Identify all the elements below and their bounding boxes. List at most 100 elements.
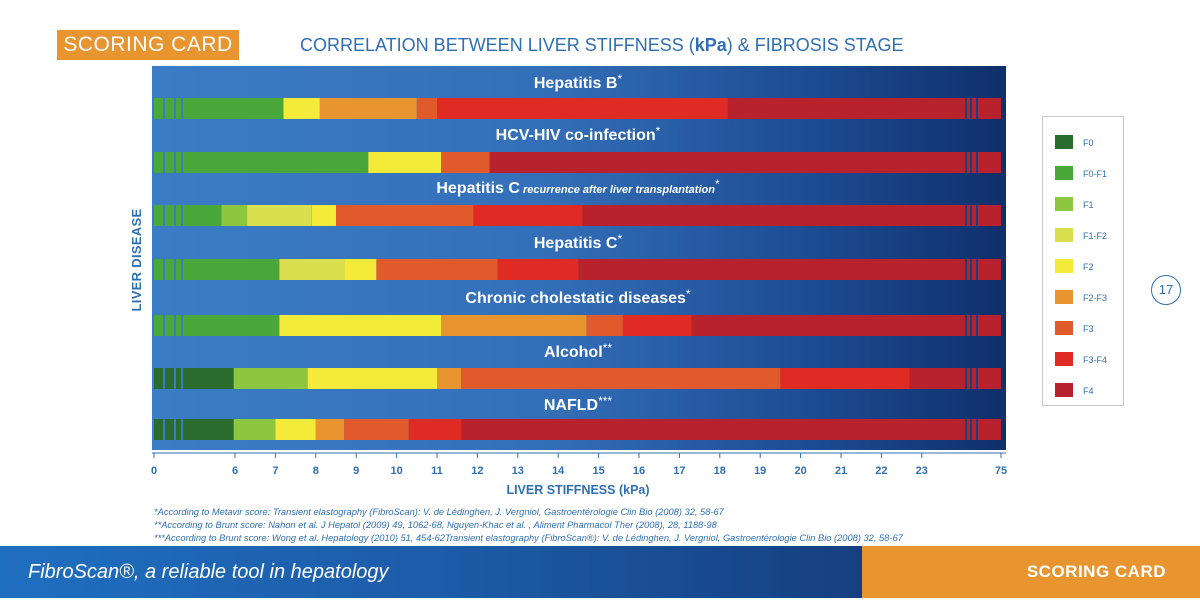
axis-break-mark	[970, 259, 972, 280]
bar-segment	[489, 152, 1001, 173]
x-tick-label: 15	[592, 465, 604, 477]
bar-segment	[344, 259, 377, 280]
bar-segment	[437, 98, 728, 119]
bar-segment	[582, 205, 1001, 226]
row-marker: *	[686, 287, 691, 301]
footer-banner: FibroScan®, a reliable tool in hepatolog…	[0, 546, 862, 598]
legend-label: F2-F3	[1083, 293, 1108, 303]
x-tick-label: 16	[633, 465, 645, 477]
axis-break-mark	[174, 259, 176, 280]
bar-segment	[441, 152, 490, 173]
row-title: Hepatitis B*	[534, 72, 623, 92]
bar-segment	[221, 205, 248, 226]
title-suffix: ) & FIBROSIS STAGE	[726, 35, 904, 55]
legend-swatch	[1055, 352, 1073, 366]
axis-break-mark	[965, 419, 967, 440]
row-name: Hepatitis C	[436, 180, 520, 197]
axis-break-mark	[174, 152, 176, 173]
legend-label: F3-F4	[1083, 355, 1108, 365]
bar-segment	[279, 259, 344, 280]
legend-swatch	[1055, 259, 1073, 273]
bar-segment	[154, 98, 284, 119]
legend-swatch	[1055, 290, 1073, 304]
axis-break-mark	[965, 368, 967, 389]
bar-segment	[247, 205, 312, 226]
bar-segment	[233, 368, 308, 389]
axis-break-mark	[976, 205, 978, 226]
legend-label: F1	[1083, 200, 1094, 210]
axis-break-mark	[976, 419, 978, 440]
row-title: Alcohol**	[544, 341, 612, 361]
axis-break-mark	[965, 315, 967, 336]
legend-swatch	[1055, 321, 1073, 335]
bar-segment	[279, 315, 441, 336]
legend-label: F3	[1083, 324, 1094, 334]
bar-segment	[315, 419, 345, 440]
row-title: Hepatitis C recurrence after liver trans…	[436, 177, 720, 197]
bar-segment	[416, 98, 437, 119]
legend-item: F3-F4	[1055, 352, 1121, 368]
legend-label: F2	[1083, 262, 1094, 272]
legend-item: F3	[1055, 321, 1121, 337]
x-tick-label: 17	[673, 465, 685, 477]
axis-break-mark	[174, 368, 176, 389]
bar-segment	[691, 315, 1001, 336]
bar-segment	[578, 259, 1001, 280]
x-tick-label: 11	[431, 465, 443, 477]
legend-item: F0	[1055, 135, 1121, 151]
row-name: Chronic cholestatic diseases	[465, 290, 686, 307]
axis-break-mark	[181, 98, 183, 119]
axis-break-mark	[976, 152, 978, 173]
legend-item: F2	[1055, 259, 1121, 275]
bar-segment	[283, 98, 320, 119]
chart-title: CORRELATION BETWEEN LIVER STIFFNESS (kPa…	[300, 34, 903, 56]
bar-segment	[408, 419, 462, 440]
plot-background	[152, 66, 1006, 450]
axis-break-mark	[181, 205, 183, 226]
x-tick-label: 7	[272, 465, 278, 477]
axis-break-mark	[163, 98, 165, 119]
axis-break-mark	[174, 315, 176, 336]
row-name: Alcohol	[544, 344, 603, 361]
bar-segment	[622, 315, 692, 336]
fibrosis-chart: Hepatitis B*HCV-HIV co-infection*Hepatit…	[151, 66, 1007, 497]
footnote-1: *According to Metavir score: Transient e…	[154, 507, 724, 517]
axis-break-mark	[970, 419, 972, 440]
x-tick-label: 6	[232, 465, 238, 477]
axis-break-mark	[174, 98, 176, 119]
x-tick-label: 14	[552, 465, 565, 477]
axis-break-mark	[181, 315, 183, 336]
bar-segment	[319, 98, 417, 119]
row-name: HCV-HIV co-infection	[496, 127, 656, 144]
bar-segment	[461, 419, 1001, 440]
page-number: 17	[1151, 275, 1181, 305]
axis-break-mark	[965, 205, 967, 226]
footnote-3: ***According to Brunt score: Wong et al.…	[154, 533, 903, 543]
legend: F0 F0-F1 F1 F1-F2 F2 F2-F3 F3 F3-F4 F4	[1042, 116, 1124, 406]
bar-segment	[154, 419, 234, 440]
row-marker: *	[656, 124, 661, 138]
axis-break-mark	[970, 368, 972, 389]
bar-segment	[368, 152, 441, 173]
legend-item: F4	[1055, 383, 1121, 399]
axis-break-mark	[976, 315, 978, 336]
legend-item: F1-F2	[1055, 228, 1121, 244]
title-unit: kPa	[694, 35, 727, 55]
axis-break-mark	[163, 315, 165, 336]
legend-label: F4	[1083, 386, 1094, 396]
row-marker: ***	[598, 394, 612, 408]
x-tick-label: 18	[714, 465, 726, 477]
axis-break-mark	[163, 368, 165, 389]
axis-break-mark	[163, 419, 165, 440]
axis-break-mark	[976, 98, 978, 119]
footnotes: *According to Metavir score: Transient e…	[154, 506, 1034, 545]
axis-break-mark	[965, 98, 967, 119]
legend-label: F1-F2	[1083, 231, 1108, 241]
footnote-2: **According to Brunt score: Nahon et al.…	[154, 520, 717, 530]
bar-segment	[473, 205, 583, 226]
axis-break-mark	[970, 152, 972, 173]
legend-swatch	[1055, 135, 1073, 149]
bar-segment	[727, 98, 1001, 119]
axis-break-mark	[970, 205, 972, 226]
row-title: Chronic cholestatic diseases*	[465, 287, 691, 307]
